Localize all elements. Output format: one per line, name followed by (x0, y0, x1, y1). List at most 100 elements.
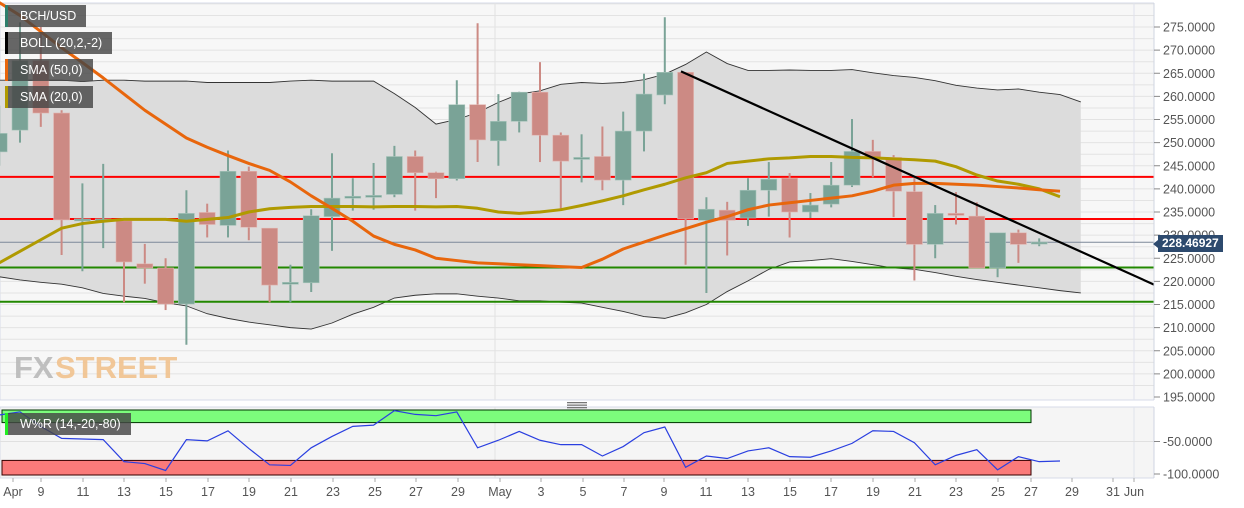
candle-body (240, 171, 258, 228)
candle-body (448, 104, 466, 179)
candle (0, 105, 8, 166)
candle-body (594, 156, 611, 181)
candle-body (739, 189, 757, 219)
date-axis[interactable]: Apr 9 11 13 15 17 19 21 23 25 27 29 May 3 5 7 9 11 13 15 17 1… (3, 478, 1144, 499)
trendline[interactable] (680, 70, 1155, 286)
date-tick-label: 9 (661, 485, 668, 499)
candle-body (947, 213, 965, 216)
price-tick-label: 205.0000 (1163, 344, 1215, 358)
legend-sma20[interactable]: SMA (20,0) (5, 86, 93, 108)
candle-body (1010, 232, 1027, 245)
candle (1010, 229, 1027, 263)
price-tick-label: 240.0000 (1163, 182, 1215, 196)
price-tick-label: 210.0000 (1163, 321, 1215, 335)
candle (365, 162, 382, 210)
date-tick-label: 3 (538, 485, 545, 499)
williams-r-pane: -50.0000 -100.0000 (0, 407, 1219, 482)
wr-tick-label: -50.0000 (1163, 435, 1212, 449)
date-tick-label: 27 (1024, 485, 1038, 499)
candle-body (656, 72, 674, 96)
date-tick-label: Apr (3, 485, 22, 499)
wr-line (0, 409, 1061, 472)
legend-williams-r[interactable]: W%R (14,-20,-80) (5, 413, 131, 435)
price-tick-label: 245.0000 (1163, 159, 1215, 173)
candle (760, 162, 778, 217)
date-tick-label: 27 (409, 485, 423, 499)
legend-bollinger[interactable]: BOLL (20,2,-2) (5, 32, 113, 54)
date-tick-label: 25 (368, 485, 382, 499)
candle (490, 94, 507, 166)
price-tick-label: 235.0000 (1163, 206, 1215, 220)
price-tick-label: 250.0000 (1163, 136, 1215, 150)
price-tick-label: 270.0000 (1163, 44, 1215, 58)
candle-body (677, 72, 694, 220)
candle-body (822, 184, 840, 205)
candle-body (344, 195, 362, 199)
candle (594, 126, 611, 191)
candle-body (989, 232, 1006, 269)
candle (178, 190, 195, 345)
watermark-fx: FX (14, 350, 54, 385)
candle (635, 73, 653, 152)
candle-body (406, 156, 424, 173)
candle-body (365, 195, 382, 198)
candle (427, 171, 445, 199)
candle (802, 193, 819, 219)
date-tick-label: 29 (451, 485, 465, 499)
descending-trendline (680, 70, 1155, 286)
sma50-line (0, 1, 1061, 269)
candle-body (552, 134, 570, 162)
date-tick-label: 19 (242, 485, 256, 499)
watermark-street: STREET (55, 350, 177, 385)
candle-body (386, 156, 403, 195)
candle (573, 134, 590, 183)
candle-body (760, 178, 778, 191)
candle-body (781, 177, 798, 213)
date-tick-label: 17 (824, 485, 838, 499)
date-tick-label: 31 (1106, 485, 1120, 499)
candle (926, 205, 944, 259)
candle-body (573, 157, 590, 160)
candle-body (261, 227, 278, 286)
wr-overbought-zone (1, 409, 1032, 424)
moving-averages (0, 1, 1061, 269)
date-tick-label: 25 (991, 485, 1005, 499)
candle-body (1030, 241, 1048, 245)
fxstreet-watermark: FX STREET (14, 350, 177, 385)
candle (531, 62, 549, 163)
candle-body (219, 171, 237, 226)
candle (1030, 238, 1048, 247)
candle (656, 17, 674, 105)
price-tick-label: 255.0000 (1163, 113, 1215, 127)
legend-symbol[interactable]: BCH/USD (5, 5, 87, 27)
candle (282, 264, 299, 303)
price-tick-label: 260.0000 (1163, 90, 1215, 104)
pane-resize-handle[interactable] (567, 402, 587, 409)
price-tick-label: 220.0000 (1163, 275, 1215, 289)
candle-body (74, 218, 91, 222)
price-tick-label: 195.0000 (1163, 391, 1215, 405)
candle (261, 227, 278, 303)
candle (74, 183, 91, 272)
date-tick-label: 13 (117, 485, 131, 499)
candle-body (843, 151, 861, 186)
date-tick-label: 23 (949, 485, 963, 499)
legend-sma50[interactable]: SMA (50,0) (5, 59, 93, 81)
date-tick-label: 15 (783, 485, 797, 499)
candle-body (510, 91, 528, 122)
date-tick-label: 21 (908, 485, 922, 499)
candle-body (178, 213, 195, 305)
price-tick-label: 225.0000 (1163, 252, 1215, 266)
date-tick-label: 7 (621, 485, 628, 499)
candle-body (427, 172, 445, 179)
candle-body (802, 204, 819, 213)
candle (406, 150, 424, 211)
date-tick-label: 21 (284, 485, 298, 499)
date-tick-label: 19 (866, 485, 880, 499)
date-tick-label: 11 (700, 485, 713, 499)
candle-body (698, 208, 715, 221)
candle-body (302, 215, 320, 284)
candle-body (906, 191, 923, 245)
